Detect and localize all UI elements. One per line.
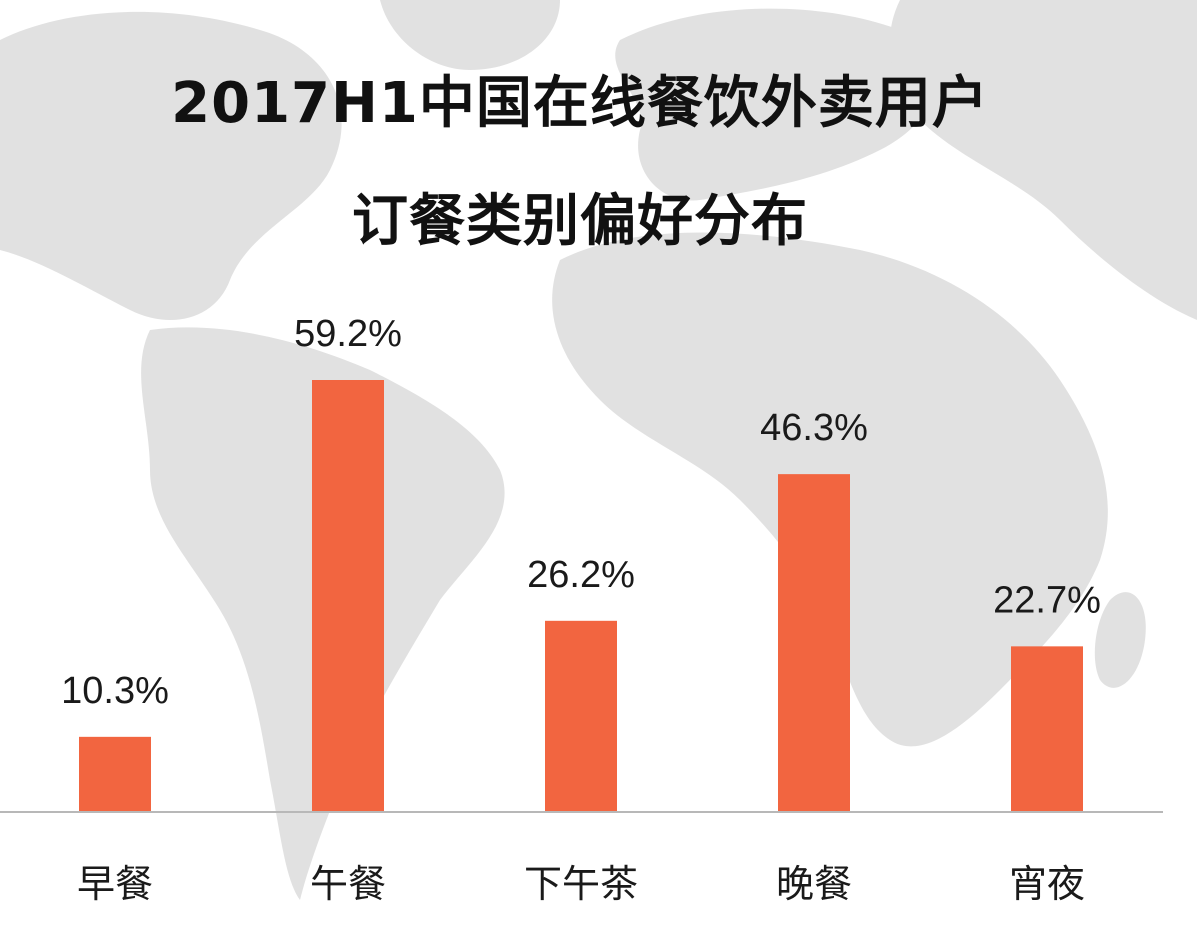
category-label-3: 晚餐 bbox=[776, 862, 852, 906]
category-label-0: 早餐 bbox=[77, 862, 153, 906]
bar-0 bbox=[79, 736, 151, 812]
data-label-1: 59.2% bbox=[294, 313, 402, 355]
data-label-3: 46.3% bbox=[760, 407, 868, 449]
chart-title-line-1: 2017H1中国在线餐饮外卖用户 bbox=[171, 71, 989, 136]
bar-2 bbox=[545, 620, 617, 812]
category-label-1: 午餐 bbox=[310, 862, 386, 906]
bar-1 bbox=[312, 380, 384, 812]
category-label-2: 下午茶 bbox=[524, 862, 638, 906]
bar-4 bbox=[1011, 646, 1083, 812]
chart-title-line-2: 订餐类别偏好分布 bbox=[352, 189, 808, 254]
bar-3 bbox=[778, 474, 850, 812]
category-label-4: 宵夜 bbox=[1009, 862, 1085, 906]
data-label-0: 10.3% bbox=[61, 670, 169, 712]
data-label-2: 26.2% bbox=[527, 554, 635, 596]
data-label-4: 22.7% bbox=[993, 579, 1101, 621]
